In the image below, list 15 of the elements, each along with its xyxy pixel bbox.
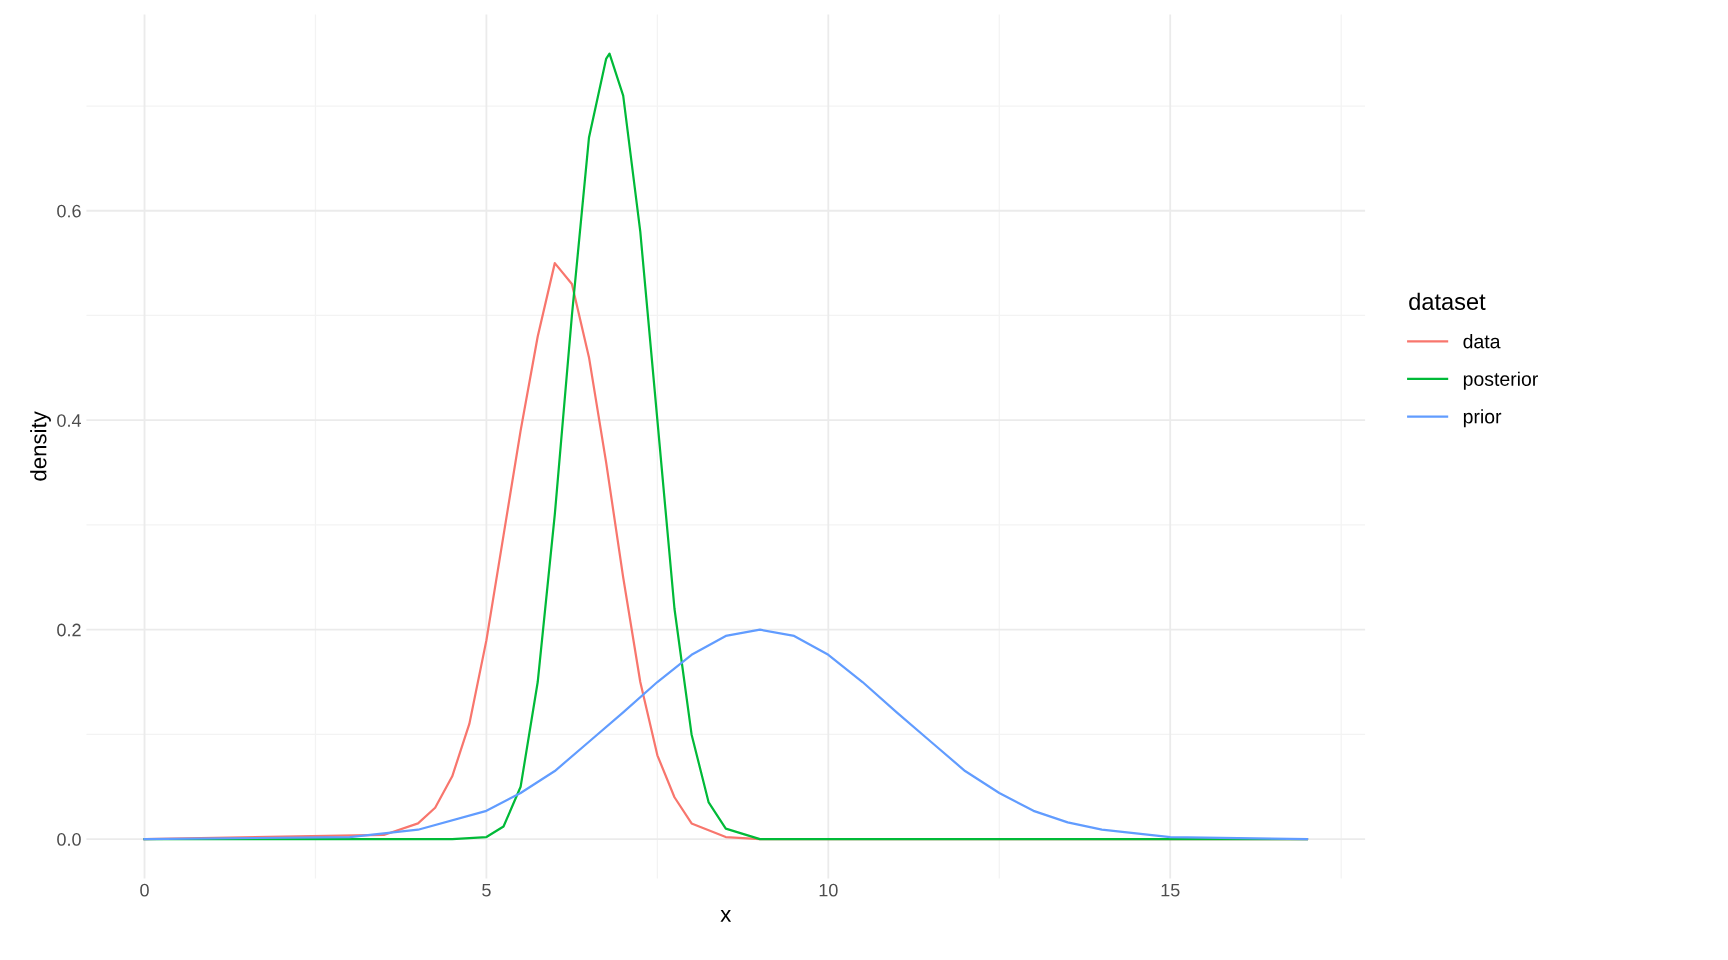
x-tick-label: 15 [1161,883,1180,897]
y-tick-label: 0.0 [57,833,81,846]
legend-label: prior [1463,409,1502,428]
x-tick-label: 5 [482,883,491,897]
legend-title: dataset [1409,292,1486,310]
x-tick-label: 0 [140,883,149,897]
legend-label: data [1463,334,1501,349]
line-series [143,628,1309,841]
y-tick-label: 0.4 [57,414,82,427]
x-axis-title: x [720,910,732,922]
y-tick-label: 0.6 [57,204,81,218]
y-axis-title: density [30,411,51,481]
x-tick-label: 10 [819,883,838,897]
legend-label: posterior [1463,371,1538,390]
y-tick-label: 0.2 [57,623,81,637]
